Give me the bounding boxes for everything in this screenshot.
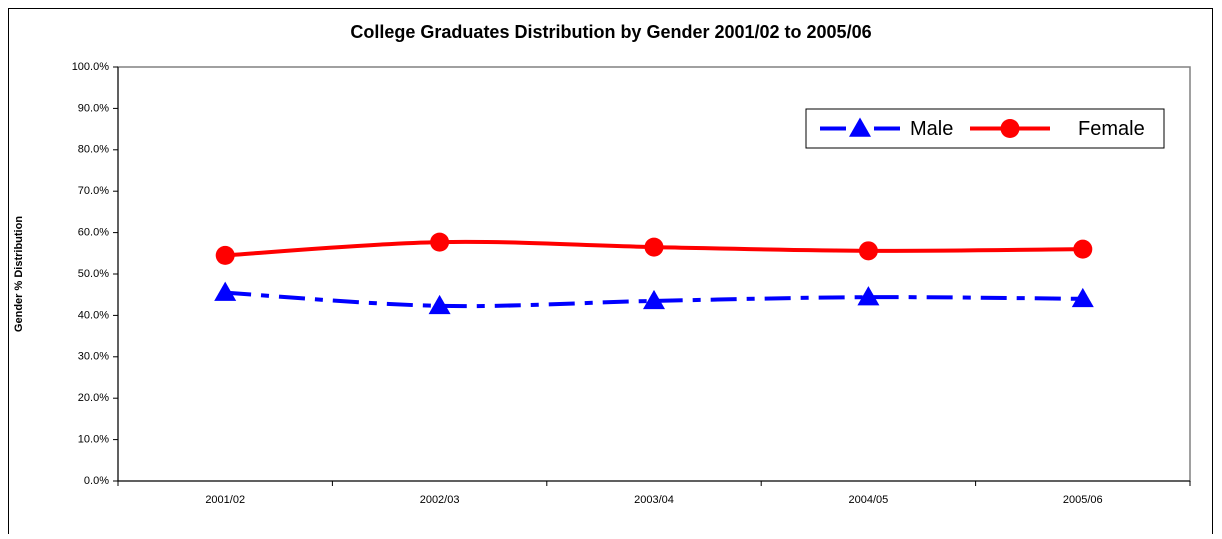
marker	[644, 237, 664, 257]
marker	[849, 117, 871, 137]
marker	[214, 281, 237, 301]
y-tick-label: 0.0%	[84, 475, 109, 487]
x-tick-label: 2005/06	[1063, 494, 1103, 506]
y-axis-label: Gender % Distribution	[13, 216, 25, 332]
marker	[858, 241, 878, 261]
y-tick-label: 100.0%	[72, 61, 110, 73]
y-tick-label: 20.0%	[78, 392, 109, 404]
marker	[428, 294, 451, 315]
marker	[1073, 239, 1093, 259]
marker	[215, 245, 235, 265]
marker	[643, 289, 665, 310]
marker	[430, 232, 450, 252]
x-tick-label: 2001/02	[205, 494, 245, 506]
y-tick-label: 50.0%	[78, 268, 109, 280]
marker	[1000, 119, 1020, 138]
y-tick-label: 70.0%	[78, 185, 109, 197]
y-tick-label: 40.0%	[78, 309, 109, 321]
legend-label: Female	[1078, 118, 1145, 140]
chart-title: College Graduates Distribution by Gender…	[350, 22, 871, 42]
x-tick-label: 2004/05	[849, 494, 889, 506]
y-tick-label: 80.0%	[78, 144, 109, 156]
legend-label: Male	[910, 118, 953, 140]
marker	[1071, 287, 1094, 308]
x-tick-label: 2003/04	[634, 494, 674, 506]
y-tick-label: 90.0%	[78, 102, 109, 114]
y-tick-label: 60.0%	[78, 227, 109, 239]
y-tick-label: 10.0%	[78, 434, 109, 446]
series-line	[225, 290, 1083, 309]
x-tick-label: 2002/03	[420, 494, 460, 506]
y-tick-label: 30.0%	[78, 351, 109, 363]
marker	[857, 286, 880, 306]
